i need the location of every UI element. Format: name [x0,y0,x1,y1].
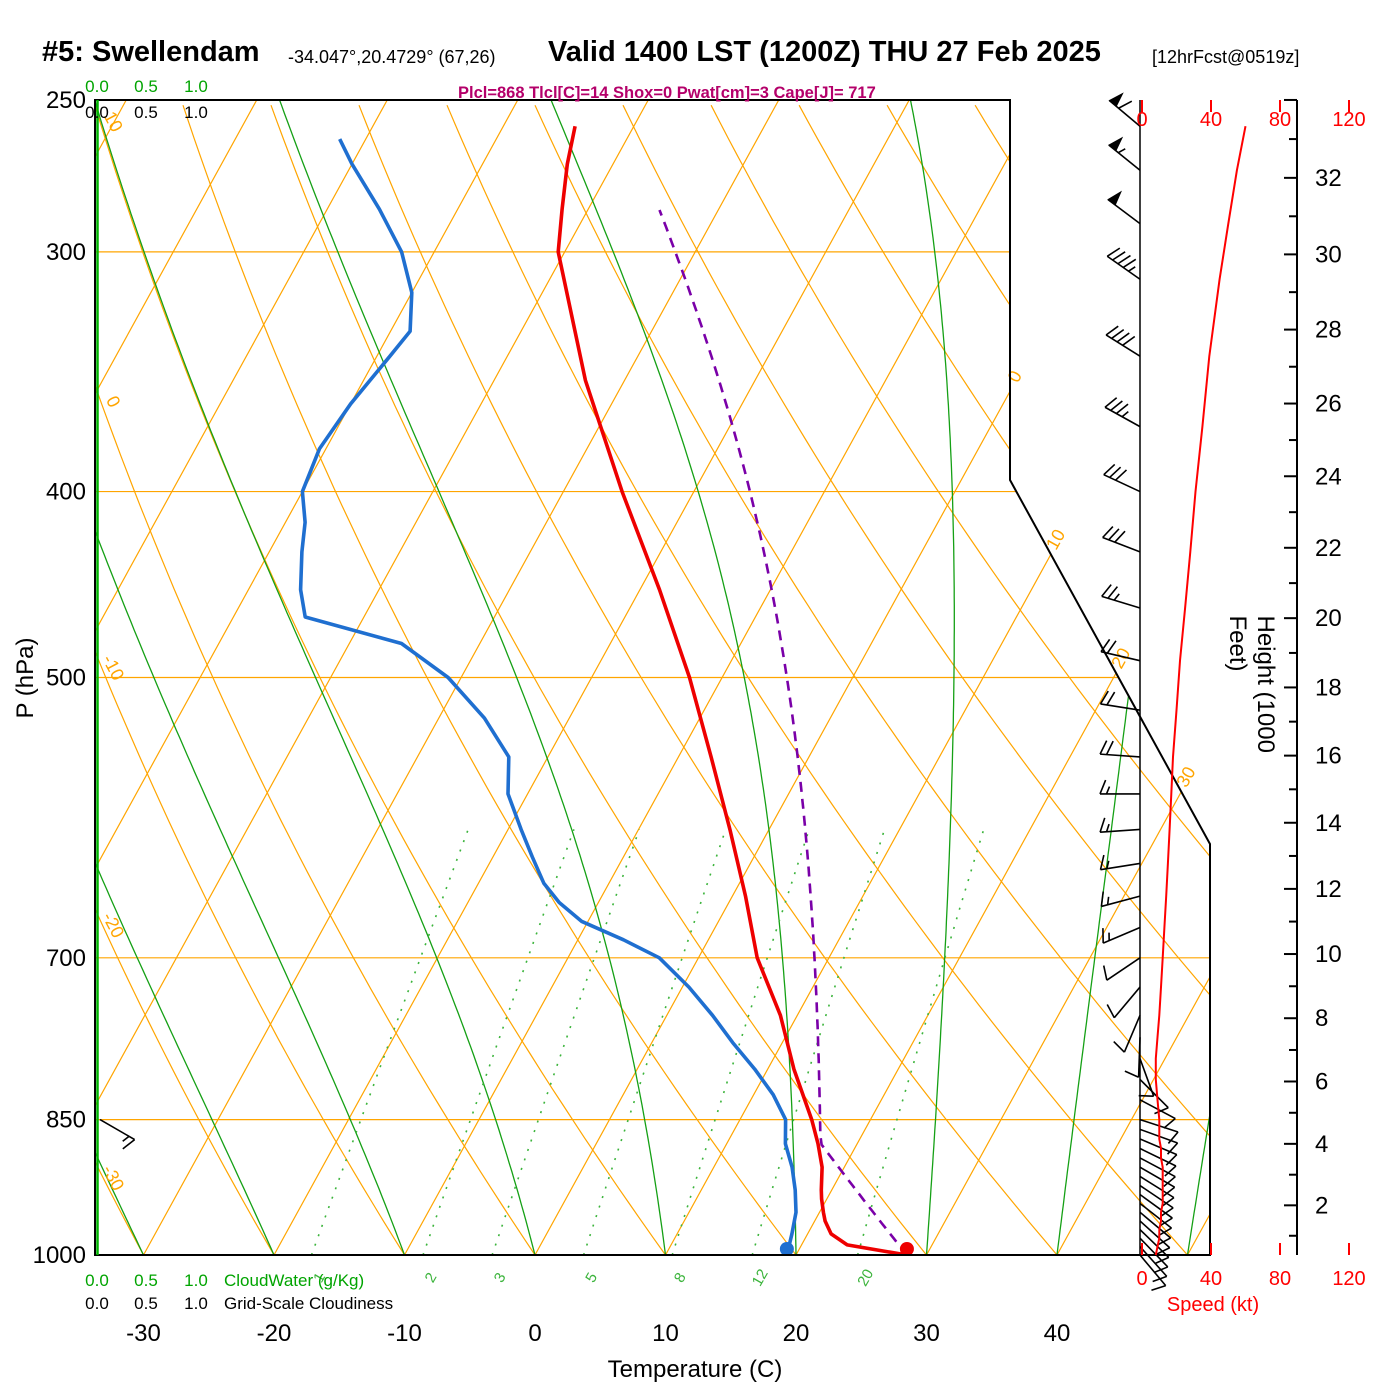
svg-text:12: 12 [1315,876,1342,903]
frame [94,99,1211,1256]
moist-adiabats [95,100,1210,1255]
svg-text:120: 120 [1332,1268,1365,1290]
station-title: #5: Swellendam [42,36,260,68]
svg-text:26: 26 [1315,391,1342,418]
svg-text:30: 30 [1315,241,1342,268]
mixing-ratio-labels: 1 2 3 5 8 12 20 [310,1266,877,1289]
adiabat-labels: 100-10-20-30 [98,108,128,1194]
svg-text:500: 500 [46,665,86,692]
temperature-axis-label: Temperature (C) [607,1356,783,1383]
wind-barbs [99,92,1179,1292]
svg-text:0: 0 [528,1320,541,1347]
svg-text:22: 22 [1315,535,1342,562]
svg-text:-30: -30 [98,1162,128,1194]
valid-time: Valid 1400 LST (1200Z) THU 27 Feb 2025 [548,36,1101,68]
svg-text:32: 32 [1315,165,1342,192]
svg-text:3: 3 [491,1270,510,1286]
svg-text:0: 0 [102,392,124,410]
speed-axis: 0 0 40 40 80 80 120 120 [1136,100,1366,1290]
height-axis-label: Height (1000 Feet) [1224,615,1279,753]
svg-text:40: 40 [1200,1268,1222,1290]
svg-text:0: 0 [1136,109,1147,131]
svg-text:20: 20 [783,1320,810,1347]
svg-text:1000: 1000 [33,1242,86,1269]
svg-text:10: 10 [652,1320,679,1347]
pressure-axis-labels: 250 300 400 500 700 850 1000 [33,87,86,1269]
svg-text:2: 2 [422,1270,441,1286]
plot-area [95,100,1210,1255]
isobars [95,251,1210,1255]
svg-text:0: 0 [1004,367,1026,385]
temperature-axis-labels: -30 -20 -10 0 10 20 30 40 [126,1320,1070,1347]
svg-text:24: 24 [1315,463,1342,490]
svg-text:-10: -10 [387,1320,422,1347]
scale-tick: 1.0 [184,1271,208,1290]
dry-adiabats [95,104,1210,1255]
svg-text:10: 10 [1042,526,1069,553]
surface-dewpoint-dot [779,1242,794,1256]
station-coords: -34.047°,20.4729° (67,26) [288,47,496,67]
svg-text:400: 400 [46,479,86,506]
svg-text:16: 16 [1315,743,1342,770]
mixing-ratio-lines [310,829,985,1255]
speed-profile [1154,126,1247,1256]
speed-axis-label: Speed (kt) [1166,1294,1260,1316]
dewpoint-curve [298,138,798,1255]
pressure-axis-label: P (hPa) [12,637,39,719]
scale-tick: 0.5 [134,103,158,122]
scale-tick: 0.0 [85,77,109,96]
svg-text:-30: -30 [126,1320,161,1347]
svg-text:40: 40 [1044,1320,1071,1347]
svg-text:18: 18 [1315,674,1342,701]
svg-text:-20: -20 [257,1320,292,1347]
svg-text:80: 80 [1269,109,1291,131]
svg-text:300: 300 [46,239,86,266]
svg-text:2: 2 [1315,1192,1328,1219]
svg-text:28: 28 [1315,317,1342,344]
scale-tick: 0.5 [134,1271,158,1290]
svg-text:12: 12 [749,1266,772,1289]
svg-text:850: 850 [46,1107,86,1134]
svg-text:14: 14 [1315,810,1342,837]
sounding-params: Plcl=868 Tlcl[C]=14 Shox=0 Pwat[cm]=3 Ca… [458,84,876,102]
svg-text:8: 8 [1315,1005,1328,1032]
scale-tick: 1.0 [184,103,208,122]
surface-temp-dot [899,1242,914,1256]
scale-tick: 0.5 [134,77,158,96]
forecast-info: [12hrFcst@0519z] [1152,47,1300,67]
cloudwater-axis-label: CloudWater (g/Kg) [224,1271,365,1290]
svg-text:0: 0 [1136,1268,1147,1290]
scale-tick: 0.0 [85,103,109,122]
svg-text:30: 30 [1172,763,1199,790]
scale-tick: 0.0 [85,1294,109,1313]
temperature-curve [556,125,908,1255]
scale-tick: 0.0 [85,1271,109,1290]
svg-text:700: 700 [46,945,86,972]
svg-text:5: 5 [582,1270,601,1286]
scale-tick: 1.0 [184,1294,208,1313]
svg-text:6: 6 [1315,1068,1328,1095]
scale-tick: 1.0 [184,77,208,96]
svg-text:80: 80 [1269,1268,1291,1290]
cloudiness-axis-label: Grid-Scale Cloudiness [224,1294,394,1313]
svg-text:20: 20 [854,1266,877,1289]
svg-text:30: 30 [913,1320,940,1347]
svg-text:120: 120 [1332,109,1365,131]
svg-text:40: 40 [1200,109,1222,131]
parcel-curve [658,209,908,1255]
svg-text:8: 8 [671,1270,690,1286]
svg-text:20: 20 [1315,605,1342,632]
svg-text:-10: -10 [98,651,128,683]
svg-text:4: 4 [1315,1131,1328,1158]
svg-text:10: 10 [1315,941,1342,968]
scale-tick: 0.5 [134,1294,158,1313]
svg-text:-20: -20 [98,909,128,941]
svg-text:250: 250 [46,87,86,114]
